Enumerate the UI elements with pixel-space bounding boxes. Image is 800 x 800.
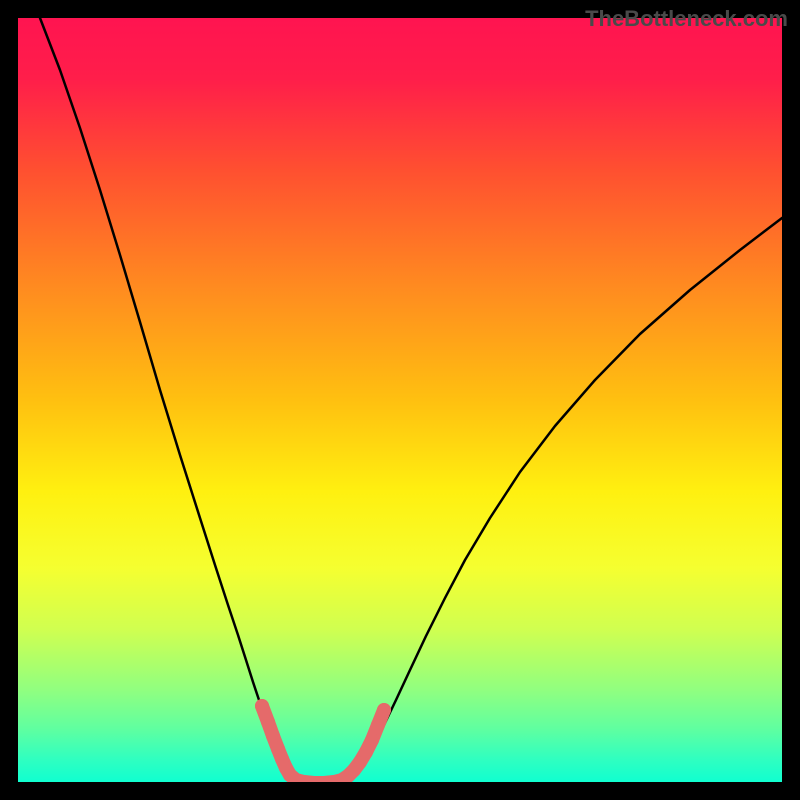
watermark-text: TheBottleneck.com <box>585 6 788 32</box>
chart-container: TheBottleneck.com <box>0 0 800 800</box>
plot-background <box>18 18 782 782</box>
chart-svg <box>0 0 800 800</box>
